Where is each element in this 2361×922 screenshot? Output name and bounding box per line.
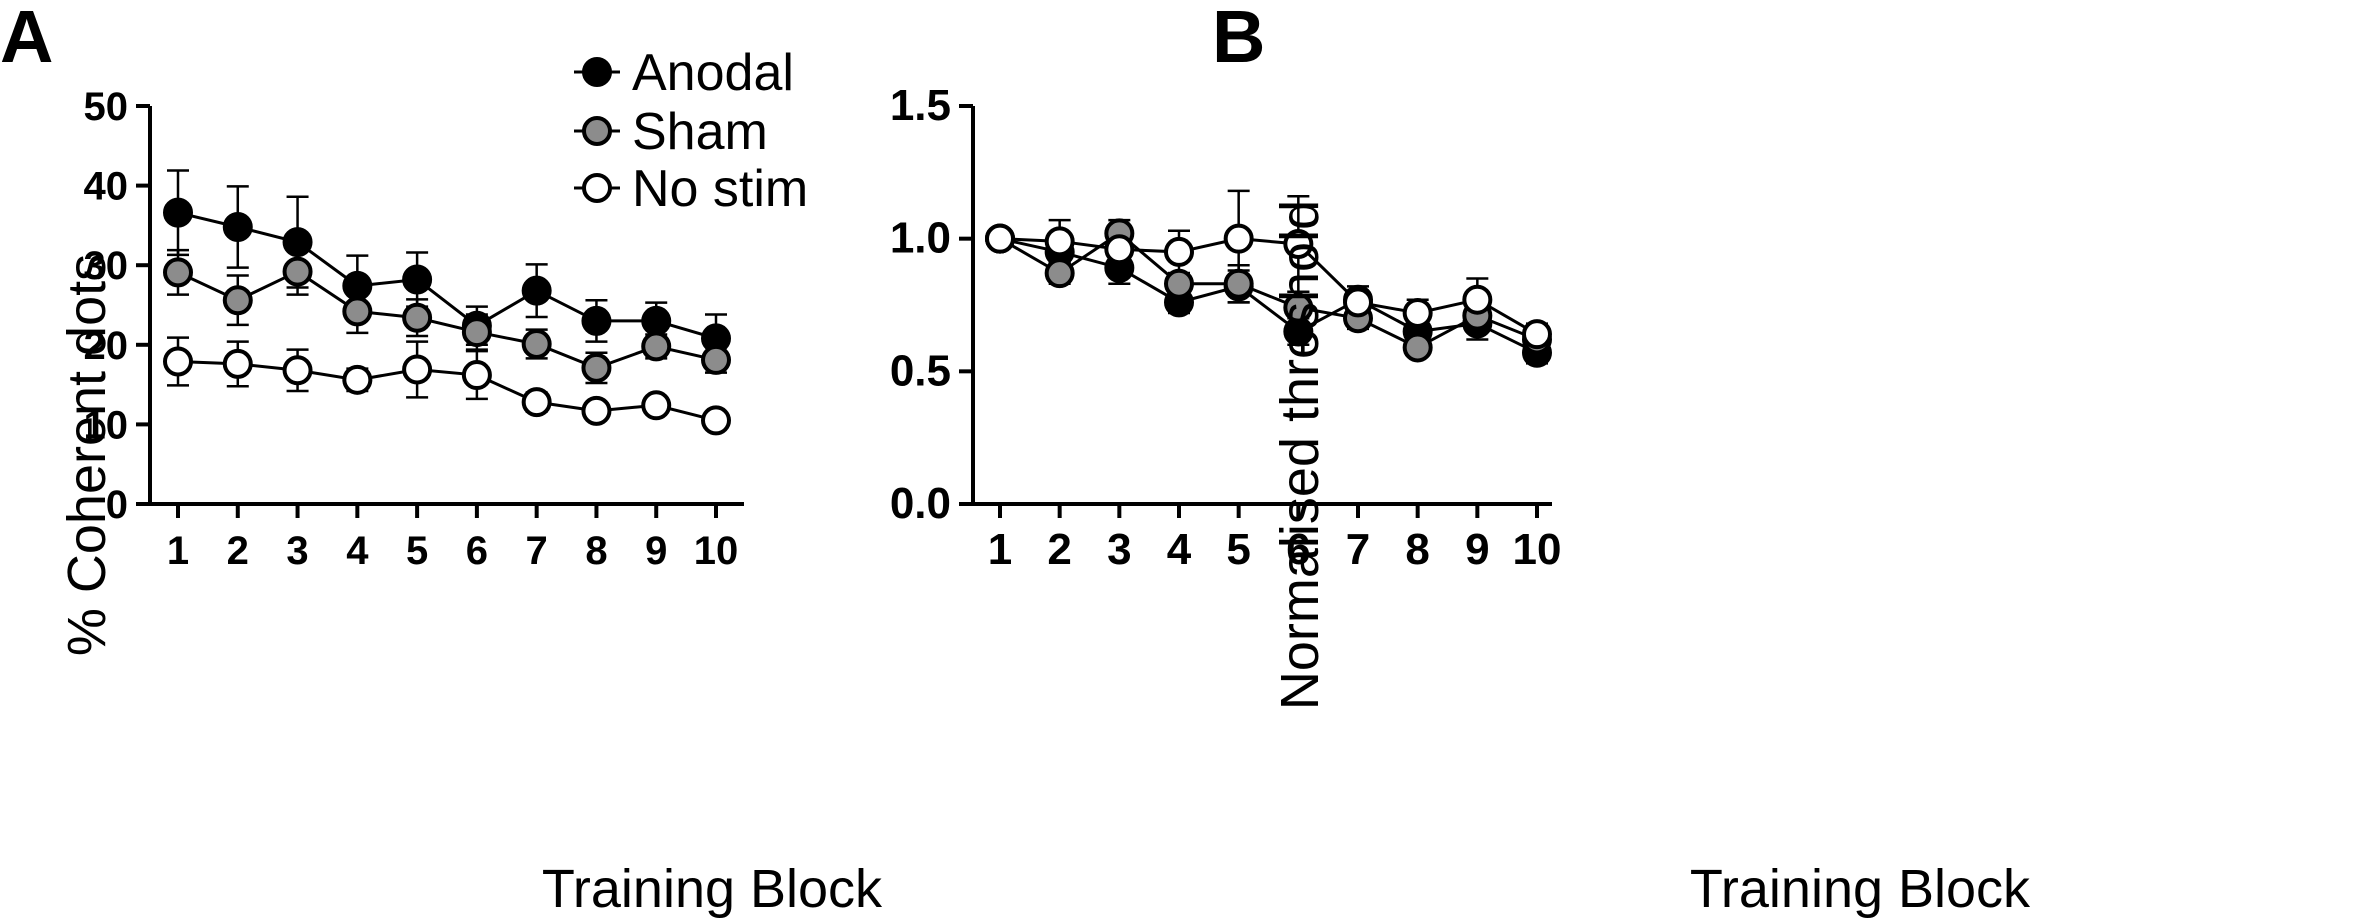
chart-a-point-no-stim [163,346,193,377]
chart-b-y-tick-label: 1.5 [890,81,951,130]
chart-a-point-no-stim [342,364,373,395]
chart-b-point-no-stim [1402,297,1433,328]
chart-b-ylabel: Normalised threshold [1270,200,1330,710]
chart-a-point-anodal [222,211,253,242]
chart-a-point-anodal [163,197,193,228]
chart-b-line-no-stim [999,237,1538,336]
chart-a-point-no-stim [701,405,731,436]
chart-b-x-tick-label: 8 [1405,525,1429,574]
legend-marker-no-stim [582,173,612,203]
chart-a-x-tick-label: 3 [286,529,308,573]
chart-b-y-tick-label: 0.5 [890,346,951,395]
chart-a-x-tick-label: 10 [694,529,739,573]
chart-a-point-anodal [581,305,612,336]
chart-b-point-sham [1044,258,1075,289]
panel-label-b: B [1212,0,1265,78]
chart-b-point-no-stim [1343,287,1373,318]
chart-a-point-anodal [342,270,373,301]
chart-a-x-tick-label: 1 [167,529,189,573]
panel-label-a: A [0,0,53,78]
chart-a-point-anodal [521,275,552,306]
chart-b-series [985,189,1552,368]
chart-a-point-no-stim [461,360,492,391]
chart-b-point-no-stim [1044,226,1075,257]
chart-a-point-sham [701,344,731,375]
chart-a-series [163,169,731,436]
chart-a-line-anodal [177,211,717,340]
chart-a-point-no-stim [282,355,313,386]
chart-a-x-tick-label: 7 [526,529,548,573]
chart-panel-a: 0 10 20 30 40 50 1 2 3 4 5 6 7 8 9 10 Training Block % … [57,44,883,919]
chart-a-point-sham [461,317,492,348]
chart-a-point-no-stim [581,395,612,426]
chart-a-point-sham [222,285,253,316]
chart-b-point-no-stim [1164,236,1194,267]
chart-a-point-sham [581,352,612,383]
chart-b-point-sham [1164,268,1194,299]
chart-b-y-tick-label: 1.0 [890,214,951,263]
chart-b-x-tick-label: 1 [988,525,1012,574]
chart-b-x-tick-label: 2 [1047,525,1071,574]
chart-a-point-anodal [282,227,313,258]
chart-a-point-sham [521,329,552,360]
chart-a-x-tick-label: 9 [645,529,667,573]
chart-b-point-sham [1283,292,1314,323]
chart-b-x-tick-label: 4 [1167,525,1192,574]
chart-a-point-no-stim [641,390,672,421]
chart-b-line-sham [999,231,1538,350]
legend-marker-sham [582,116,612,146]
chart-a-x-tick-label: 8 [585,529,607,573]
legend-label-sham: Sham [632,103,768,161]
chart-a-y-tick-label: 30 [84,244,129,288]
legend-label-anodal: Anodal [632,44,794,102]
legend-marker-anodal [582,57,612,87]
chart-b-axes: 0.0 0.5 1.0 1.5 1 2 3 4 5 6 7 8 9 10 [890,81,1562,574]
chart-a-x-tick-label: 2 [227,529,249,573]
chart-b-point-sham [1223,268,1254,299]
chart-a-x-tick-label: 5 [406,529,428,573]
chart-a-point-anodal [641,305,672,336]
chart-a-y-tick-label: 50 [84,85,129,129]
chart-a-point-no-stim [222,348,253,379]
chart-a-y-tick-label: 20 [84,324,129,368]
chart-a-line-no-stim [177,360,717,422]
chart-a-ylabel: % Coherent dots [57,254,117,656]
chart-a-y-tick-label: 40 [84,165,129,209]
chart-b-point-no-stim [985,223,1015,254]
chart-b-x-tick-label: 9 [1465,525,1489,574]
chart-a-x-tick-label: 6 [466,529,488,573]
chart-b-x-tick-label: 6 [1286,525,1310,574]
chart-a-xlabel: Training Block [542,859,883,919]
chart-b-xlabel: Training Block [1690,859,2031,919]
legend-label-no-stim: No stim [632,160,808,218]
chart-b-y-tick-label: 0.0 [890,479,951,528]
chart-a-x-tick-label: 4 [346,529,369,573]
chart-b-x-tick-label: 5 [1226,525,1250,574]
chart-b-point-no-stim [1104,234,1135,265]
chart-panel-b: 0.0 0.5 1.0 1.5 1 2 3 4 5 6 7 8 9 10 Training Block N… [890,81,2031,919]
chart-a-point-sham [163,257,193,288]
chart-a-point-sham [282,256,313,287]
chart-b-point-no-stim [1522,319,1552,350]
chart-a-y-tick-label: 0 [106,483,128,527]
chart-b-point-no-stim [1283,228,1314,259]
chart-a-point-no-stim [521,387,552,418]
chart-b-line-anodal [999,237,1538,355]
chart-a-y-tick-label: 10 [84,403,129,447]
chart-a-axes: 0 10 20 30 40 50 1 2 3 4 5 6 7 8 9 10 [84,85,744,573]
chart-a-point-sham [402,302,433,333]
chart-b-x-tick-label: 10 [1513,525,1562,574]
chart-a-point-sham [342,296,373,327]
chart-b-point-no-stim [1462,284,1493,315]
chart-b-x-tick-label: 3 [1107,525,1131,574]
chart-a-point-sham [641,331,672,362]
chart-a-line-sham [177,269,717,370]
chart-a-point-anodal [402,264,433,295]
chart-b-point-sham [1402,332,1433,363]
chart-b-point-no-stim [1223,223,1254,254]
chart-b-x-tick-label: 7 [1346,525,1370,574]
chart-a-point-no-stim [402,354,433,385]
